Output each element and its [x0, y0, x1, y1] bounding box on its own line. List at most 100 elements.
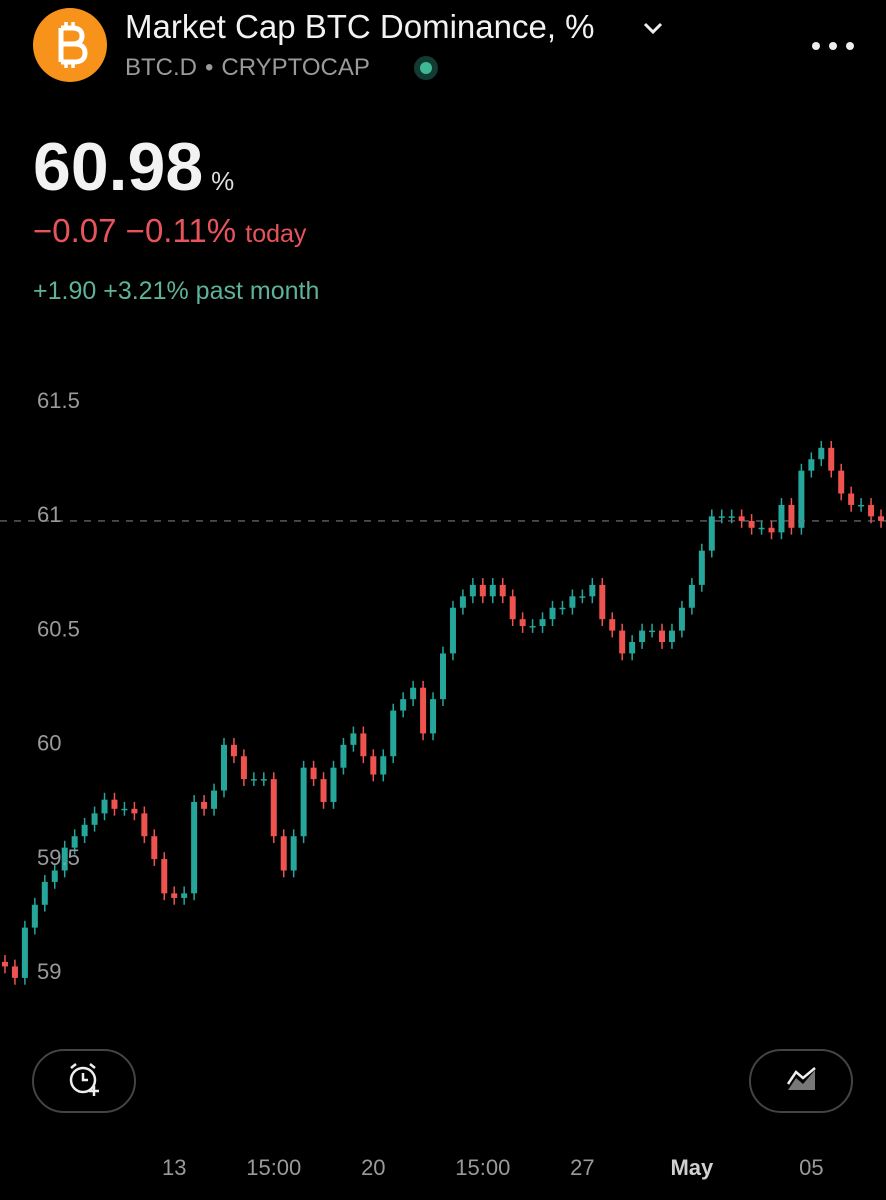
- candle-body: [728, 516, 735, 518]
- candle-body: [111, 799, 118, 809]
- x-tick-label: 15:00: [455, 1155, 510, 1180]
- change-percent: −0.11%: [125, 212, 237, 249]
- candle-body: [201, 801, 208, 809]
- candle-body: [151, 836, 158, 860]
- symbol-title[interactable]: Market Cap BTC Dominance, %: [125, 8, 595, 45]
- candle-body: [300, 767, 307, 837]
- candle-body: [131, 808, 138, 814]
- candle-body: [788, 504, 795, 528]
- ticker: BTC.D: [125, 54, 197, 81]
- candle-body: [121, 808, 128, 811]
- today-change: −0.07 −0.11% today: [33, 212, 306, 250]
- candle-body: [101, 799, 108, 814]
- candle-body: [599, 584, 606, 620]
- candle-body: [61, 847, 68, 871]
- candle-body: [469, 584, 476, 597]
- separator: •: [205, 54, 214, 81]
- candle-body: [549, 607, 556, 620]
- candle-body: [718, 516, 725, 518]
- y-tick-label: 59.5: [37, 845, 80, 870]
- candle-body: [340, 744, 347, 768]
- candle-body: [519, 619, 526, 627]
- x-tick-label: 27: [570, 1155, 594, 1180]
- change: −0.07: [33, 212, 117, 249]
- candle-body: [629, 642, 636, 654]
- dropdown-chevron[interactable]: [643, 22, 663, 35]
- candle-body: [818, 447, 825, 460]
- candle-body: [868, 504, 875, 517]
- candles: [0, 440, 886, 985]
- candle-body: [141, 813, 148, 837]
- exchange: CRYPTOCAP: [221, 54, 370, 81]
- candle-body: [828, 447, 835, 471]
- candle-body: [270, 779, 277, 837]
- chart-type-button[interactable]: [749, 1049, 853, 1113]
- candle-body: [191, 801, 198, 894]
- candle-body: [181, 893, 188, 898]
- candle-body: [459, 596, 466, 608]
- candle-body: [91, 813, 98, 825]
- candle-body: [738, 516, 745, 521]
- candle-body: [280, 836, 287, 871]
- candle-body: [639, 630, 646, 643]
- candle-body: [290, 836, 297, 871]
- candle-body: [838, 470, 845, 494]
- candle-body: [330, 767, 337, 802]
- candle-body: [41, 881, 48, 905]
- candle-body: [430, 699, 437, 734]
- candle-body: [479, 584, 486, 597]
- candle-body: [778, 504, 785, 533]
- y-tick-label: 61: [37, 502, 61, 527]
- chart-type-icon: [786, 1067, 816, 1090]
- y-tick-label: 60.5: [37, 616, 80, 641]
- candle-body: [161, 859, 168, 894]
- y-tick-label: 60: [37, 731, 61, 756]
- price-block: 60.98%: [33, 128, 234, 206]
- symbol-subtitle: BTC.D • CRYPTOCAP: [125, 54, 378, 82]
- x-tick-label: 20: [361, 1155, 385, 1180]
- candle-body: [1, 961, 8, 967]
- candle-body: [380, 756, 387, 775]
- candle-body: [320, 779, 327, 802]
- candle-body: [440, 653, 446, 700]
- candle-body: [390, 710, 397, 757]
- candle-body: [31, 904, 38, 928]
- candle-body: [81, 824, 88, 837]
- candle-body: [360, 733, 367, 757]
- candle-body: [649, 630, 656, 633]
- x-tick-label: 05: [799, 1155, 823, 1180]
- price: 60.98: [33, 129, 204, 205]
- change-period: today: [245, 220, 307, 248]
- y-tick-label: 59: [37, 959, 61, 984]
- candle-body: [171, 893, 178, 898]
- status-dot: [420, 62, 432, 74]
- candle-body: [51, 870, 58, 882]
- bitcoin-glyph: [58, 22, 88, 68]
- candle-body: [668, 630, 675, 643]
- candle-body: [688, 584, 695, 608]
- candle-body: [71, 836, 78, 848]
- candle-body: [678, 607, 685, 631]
- candle-body: [449, 607, 456, 654]
- more-menu[interactable]: [812, 42, 854, 50]
- x-tick-label: 13: [162, 1155, 186, 1180]
- candle-body: [260, 779, 267, 781]
- candle-body: [420, 687, 427, 734]
- candle-body: [708, 516, 715, 551]
- candle-body: [539, 619, 546, 627]
- y-tick-label: 61.5: [37, 388, 80, 413]
- candle-body: [310, 767, 317, 780]
- candle-body: [410, 687, 417, 700]
- candle-body: [529, 626, 536, 628]
- month-change: +1.90 +3.21% past month: [33, 277, 319, 306]
- candle-body: [489, 584, 496, 597]
- candle-body: [698, 550, 705, 585]
- candle-body: [808, 459, 815, 471]
- candle-body: [758, 527, 765, 530]
- x-tick-label: 15:00: [246, 1155, 301, 1180]
- alert-icon: [69, 1063, 99, 1096]
- candle-body: [240, 756, 247, 780]
- candle-body: [659, 630, 666, 643]
